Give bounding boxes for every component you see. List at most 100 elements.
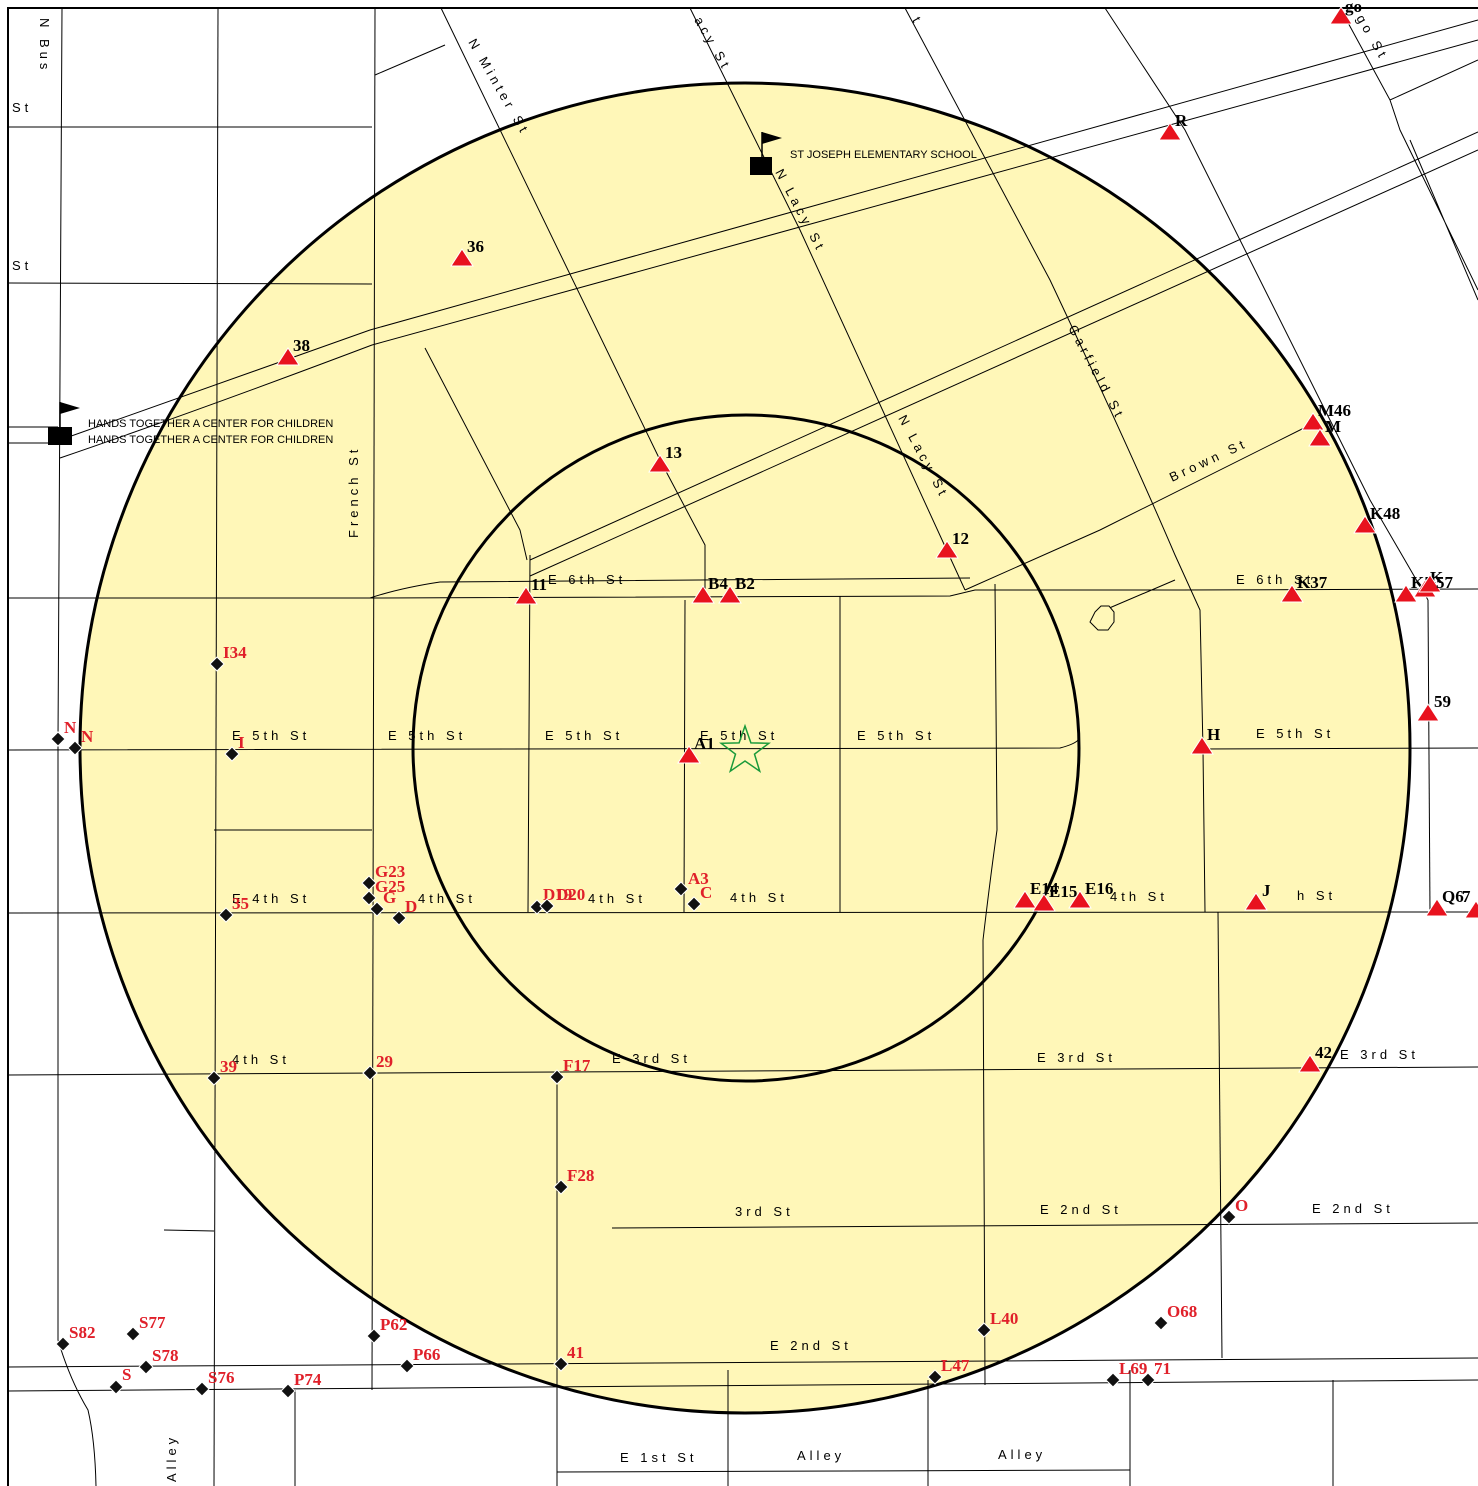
red-triangle-marker (1425, 898, 1449, 917)
diamond-marker-label: G25 (375, 877, 405, 896)
street-label: 4th St (418, 891, 476, 906)
triangle-marker-label: B4 (708, 574, 728, 593)
triangle-marker-label: M (1325, 417, 1341, 436)
diamond-marker-label: G (383, 888, 396, 907)
black-diamond-marker (138, 1359, 154, 1375)
black-diamond-marker (362, 1065, 378, 1081)
black-diamond-marker (553, 1179, 569, 1195)
diamond-marker-label: 35 (232, 894, 249, 913)
triangle-marker-label: E16 (1085, 879, 1113, 898)
red-triangle-marker (514, 586, 538, 605)
triangle-marker-label: M46 (1318, 401, 1351, 420)
black-diamond-marker (218, 907, 234, 923)
street-label: N Bus (37, 18, 52, 73)
black-diamond-marker (280, 1383, 296, 1399)
diamond-marker-label: S78 (152, 1346, 178, 1365)
diamond-marker-label: 39 (220, 1057, 237, 1076)
diamond-marker-label: P66 (413, 1345, 440, 1364)
street-label: E 5th St (545, 728, 623, 743)
black-diamond-marker (194, 1381, 210, 1397)
triangle-marker-label: go (1345, 0, 1362, 16)
diamond-marker-label: S82 (69, 1323, 95, 1342)
red-triangle-marker (1308, 428, 1332, 447)
street-label: E 2nd St (1312, 1201, 1394, 1216)
street-label: 4th St (1110, 889, 1168, 904)
diamond-marker-label: F28 (567, 1166, 594, 1185)
school-name-hands-together-2: HANDS TOGETHER A CENTER FOR CHILDREN (88, 434, 333, 446)
street-label: E 3rd St (1037, 1050, 1116, 1065)
diamond-marker-label: N (81, 727, 94, 746)
flag-icon (60, 402, 80, 414)
black-diamond-marker (1221, 1209, 1237, 1225)
triangle-marker-label: H (1207, 725, 1220, 744)
street-label: E 3rd St (1340, 1047, 1419, 1062)
street-label: E 1st St (620, 1450, 698, 1465)
triangle-marker-label: 7 (1462, 887, 1471, 906)
triangle-marker-label: E15 (1049, 882, 1077, 901)
black-diamond-marker (366, 1328, 382, 1344)
triangle-marker-label: Q6 (1442, 887, 1464, 906)
diamond-marker-label: D (405, 897, 417, 916)
diamond-marker-label: D19 (543, 885, 572, 904)
street-label: 3rd St (735, 1204, 794, 1219)
diamond-marker-label: A3 (688, 869, 709, 888)
red-triangle-marker (1298, 1054, 1322, 1073)
diamond-marker-label: S (122, 1365, 131, 1384)
street-label: 4th St (232, 1052, 290, 1067)
triangle-marker-label: R (1175, 111, 1188, 130)
street-label: E 6th St (1236, 572, 1314, 587)
street-label: E 2nd St (1040, 1202, 1122, 1217)
diamond-marker-label: S77 (139, 1313, 166, 1332)
school-hands-together: HANDS TOGETHER A CENTER FOR CHILDREN HAN… (48, 402, 333, 446)
diamond-marker-label: D20 (556, 885, 585, 904)
black-diamond-marker (673, 881, 689, 897)
red-triangle-marker (1394, 584, 1418, 603)
street-label: E 5th St (232, 728, 310, 743)
roundabout (1089, 605, 1115, 631)
triangle-marker-label: A1 (694, 734, 715, 753)
road-network (7, 7, 1478, 1486)
black-diamond-marker (927, 1369, 943, 1385)
street-label: 4th St (730, 890, 788, 905)
red-triangle-marker (691, 585, 715, 604)
diamond-marker-label: N (64, 718, 77, 737)
school-name-st-joseph: ST JOSEPH ELEMENTARY SCHOOL (790, 149, 977, 161)
red-triangle-marker (1244, 892, 1268, 911)
black-diamond-marker (399, 1358, 415, 1374)
diamond-marker-label: P62 (380, 1315, 407, 1334)
red-triangle-marker (648, 454, 672, 473)
street-label: 4th St (588, 891, 646, 906)
black-diamond-marker (67, 740, 83, 756)
black-diamond-marker (1153, 1315, 1169, 1331)
diamond-marker-label: I34 (223, 643, 247, 662)
diamond-marker-label: 41 (567, 1343, 584, 1362)
black-diamond-marker (50, 731, 66, 747)
street-label: E 5th St (1256, 726, 1334, 741)
diamond-marker-label: 29 (376, 1052, 393, 1071)
street-label: Alley (998, 1447, 1046, 1462)
black-diamond-marker (55, 1336, 71, 1352)
triangle-marker-label: 36 (467, 237, 484, 256)
triangle-marker-label: 42 (1315, 1043, 1332, 1062)
diamond-marker-label: L69 (1119, 1359, 1147, 1378)
red-triangle-marker (1158, 122, 1182, 141)
black-diamond-marker (209, 656, 225, 672)
diamond-marker-label: F17 (563, 1056, 591, 1075)
red-triangle-marker (1418, 574, 1442, 593)
red-triangle-marker (718, 585, 742, 604)
black-diamond-marker (1140, 1372, 1156, 1388)
diamond-marker-label: L40 (990, 1309, 1018, 1328)
black-diamond-marker (369, 901, 385, 917)
black-diamond-marker (361, 875, 377, 891)
diamond-marker-label: L47 (941, 1356, 970, 1375)
diamond-marker-label: G23 (375, 862, 405, 881)
inner-buffer-circle (411, 413, 1081, 1083)
street-label: h St (1297, 888, 1336, 903)
triangle-marker-label: 11 (531, 575, 547, 594)
red-triangle-marker (276, 347, 300, 366)
black-diamond-marker (976, 1322, 992, 1338)
school-st-joseph: ST JOSEPH ELEMENTARY SCHOOL (750, 132, 977, 175)
